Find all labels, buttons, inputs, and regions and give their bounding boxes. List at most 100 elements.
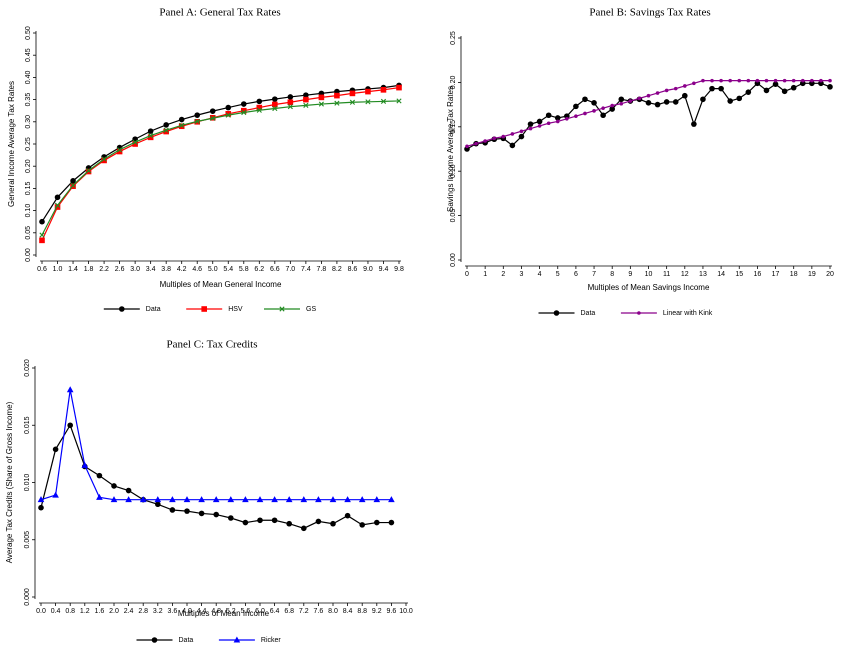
legend-marker: [119, 306, 125, 312]
marker: [799, 80, 806, 87]
marker: [85, 168, 92, 174]
legend-label: HSV: [228, 306, 243, 313]
y-tick-label: 0.45: [25, 48, 32, 62]
x-tick-label: 5.0: [208, 266, 218, 273]
legend-marker: [279, 306, 285, 312]
marker: [225, 111, 232, 117]
marker: [334, 92, 340, 99]
marker: [527, 121, 534, 127]
marker: [271, 517, 278, 524]
y-tick-label: 0.30: [25, 115, 32, 129]
marker: [773, 78, 778, 83]
x-tick-label: 6: [574, 271, 578, 278]
marker: [163, 128, 169, 135]
marker: [746, 78, 751, 83]
marker: [169, 507, 176, 513]
x-tick-label: 12: [681, 271, 689, 278]
x-axis-label: Multiples of Mean Income: [178, 609, 270, 618]
marker: [225, 112, 231, 118]
x-tick-label: 5.6: [241, 608, 251, 615]
marker: [682, 92, 688, 99]
x-tick-label: 0.4: [51, 608, 61, 615]
marker: [54, 194, 61, 201]
x-tick-label: 9: [628, 271, 632, 278]
x-tick-label: 18: [790, 271, 798, 278]
x-tick-label: 1.2: [80, 608, 90, 615]
marker: [828, 78, 832, 83]
y-tick-label: 0.20: [25, 159, 32, 173]
x-tick-label: 3: [519, 271, 523, 278]
x-tick-label: 1.6: [95, 608, 105, 615]
marker: [54, 204, 61, 210]
marker: [329, 496, 337, 503]
marker: [70, 182, 76, 188]
x-tick-label: 3.6: [168, 608, 178, 615]
marker: [303, 96, 309, 103]
panel-title: Panel B: Savings Tax Rates: [589, 7, 710, 19]
marker: [163, 122, 169, 128]
x-tick-label: 4.2: [177, 266, 187, 273]
marker: [546, 121, 551, 126]
marker: [132, 141, 138, 147]
marker: [148, 132, 154, 139]
marker: [619, 101, 624, 106]
y-tick-label: 0.05: [450, 209, 457, 223]
x-tick-label: 6.2: [254, 266, 264, 273]
marker: [591, 100, 597, 106]
marker: [655, 91, 660, 95]
marker: [178, 123, 185, 130]
marker: [54, 202, 61, 208]
marker: [583, 111, 587, 116]
marker: [388, 496, 395, 503]
x-tick-label: 14: [717, 271, 725, 278]
x-tick-label: 0: [465, 271, 469, 278]
marker: [39, 218, 45, 225]
x-tick-label: 8.8: [357, 608, 367, 615]
marker: [519, 129, 524, 134]
marker: [728, 78, 732, 83]
marker: [70, 178, 76, 184]
x-tick-label: 9.0: [363, 266, 373, 273]
x-tick-label: 8.2: [332, 266, 342, 273]
marker: [212, 496, 220, 503]
x-tick-label: 11: [663, 271, 670, 278]
marker: [194, 112, 201, 118]
marker: [645, 100, 652, 106]
x-tick-label: 4.6: [192, 266, 202, 273]
marker: [800, 78, 805, 83]
marker: [719, 78, 723, 83]
y-tick-label: 0.50: [25, 26, 32, 40]
marker: [536, 118, 543, 125]
x-tick-label: 5: [556, 271, 560, 278]
marker: [565, 117, 569, 121]
marker: [374, 519, 380, 526]
marker: [528, 126, 533, 131]
marker: [285, 496, 293, 503]
x-tick-label: 4: [538, 271, 542, 278]
x-tick-label: 3.8: [161, 266, 171, 273]
marker: [315, 518, 322, 525]
marker: [303, 92, 309, 98]
marker: [227, 496, 235, 503]
legend-marker: [637, 311, 641, 315]
x-tick-label: 2.6: [115, 266, 125, 273]
marker: [609, 106, 615, 112]
marker: [592, 109, 596, 113]
y-tick-label: 0.20: [450, 75, 457, 89]
marker: [315, 496, 322, 503]
x-tick-label: 6.4: [270, 608, 280, 615]
x-tick-label: 7.0: [285, 266, 295, 273]
marker: [349, 99, 356, 105]
marker: [396, 84, 402, 91]
x-tick-label: 1: [483, 271, 487, 278]
marker: [501, 134, 506, 139]
legend-label: Data: [581, 310, 596, 317]
marker: [810, 78, 814, 83]
panel-title: Panel C: Tax Credits: [167, 339, 258, 351]
x-tick-label: 2.4: [124, 608, 134, 615]
marker: [727, 98, 733, 104]
marker: [256, 104, 263, 111]
x-tick-label: 5.8: [239, 266, 249, 273]
marker: [147, 134, 154, 141]
